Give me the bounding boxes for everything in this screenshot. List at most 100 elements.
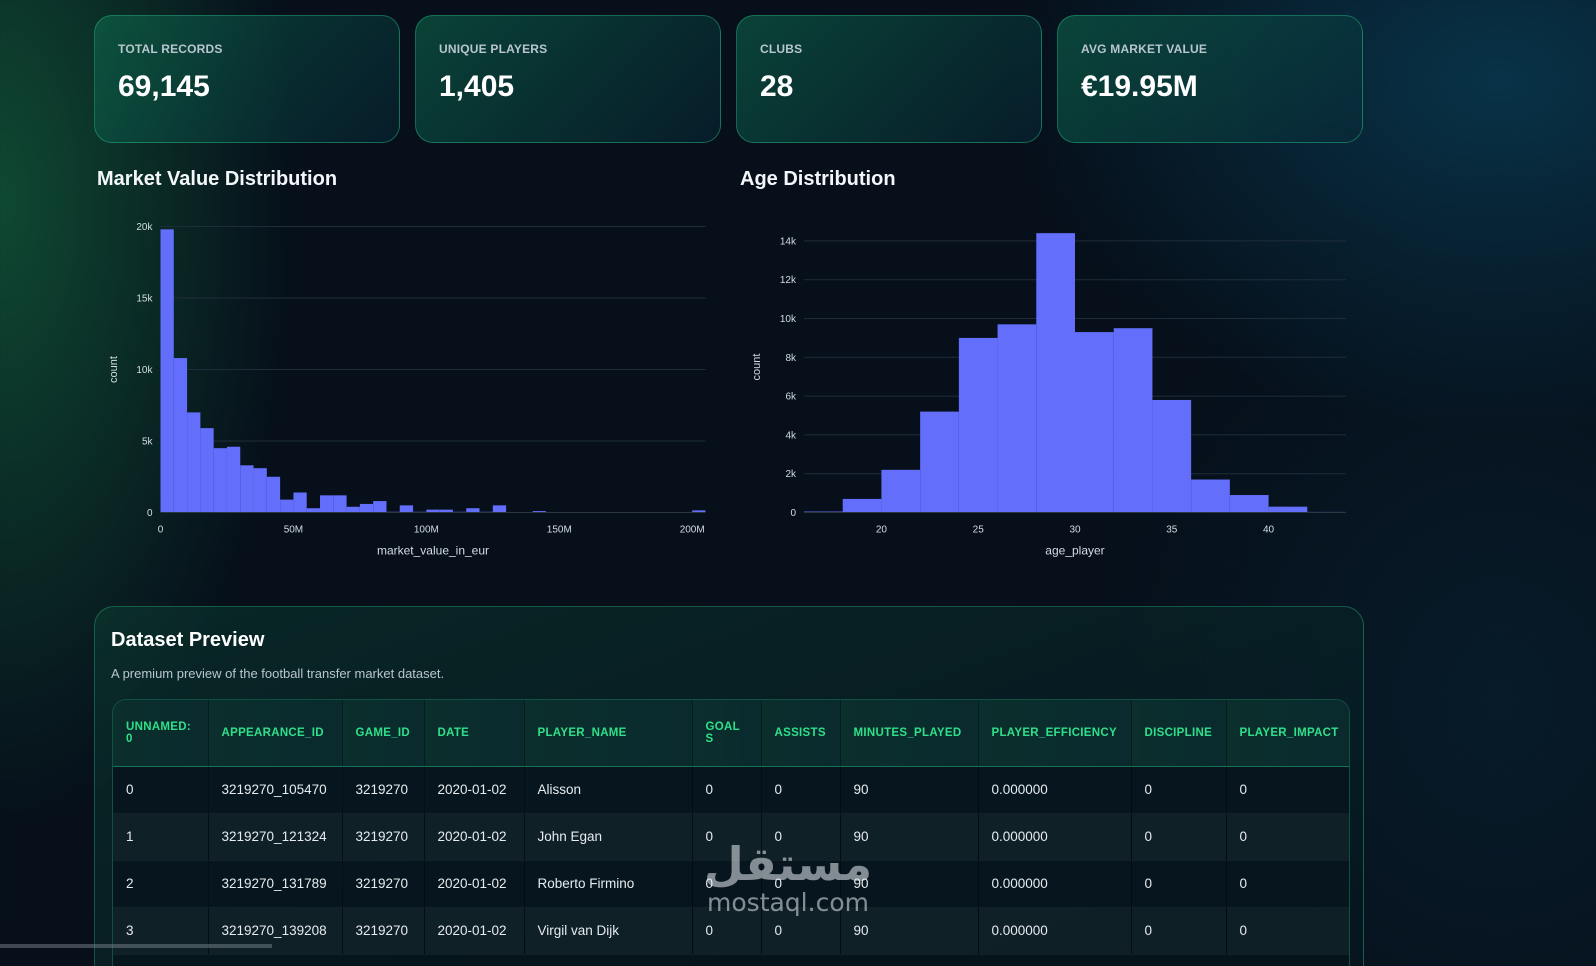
y-tick-label: 4k [785, 430, 797, 441]
table-cell: 0 [692, 860, 762, 908]
table-cell: 0 [1226, 766, 1349, 814]
table-cell: 0 [1226, 860, 1349, 908]
table-cell: 0 [761, 907, 841, 955]
x-tick-label: 100M [414, 525, 439, 536]
kpi-label: UNIQUE PLAYERS [439, 42, 548, 56]
table-cell: 3219270 [342, 766, 425, 814]
histogram-bar [213, 448, 227, 513]
y-tick-label: 10k [136, 365, 153, 376]
table-cell: 0 [761, 766, 841, 814]
y-tick-label: 15k [136, 294, 153, 305]
histogram-bar [373, 501, 387, 513]
column-header[interactable]: PLAYER_IMPACT [1226, 700, 1349, 767]
histogram-bar [532, 511, 546, 513]
table-cell: 3219270 [342, 860, 425, 908]
table-cell: 0.000000 [978, 860, 1132, 908]
column-header[interactable]: GAME_ID [342, 700, 425, 767]
histogram-bar [253, 468, 267, 513]
histogram-bar [1075, 332, 1114, 513]
histogram-bar [359, 503, 374, 513]
table-header-row: UNNAMED: 0 APPEARANCE_ID GAME_ID DATE PL… [113, 700, 1349, 767]
histogram-bar [1113, 328, 1153, 513]
kpi-card-clubs: CLUBS 28 [736, 15, 1042, 143]
histogram-bar [426, 509, 440, 513]
histogram-bar [280, 499, 294, 513]
histogram-bar [306, 508, 321, 513]
table-cell: Roberto Firmino [524, 860, 693, 908]
kpi-value: 1,405 [439, 70, 515, 103]
x-axis-title: market_value_in_eur [377, 544, 489, 558]
table-cell: 0 [761, 813, 841, 861]
x-axis-title: age_player [1045, 544, 1104, 558]
column-header[interactable]: MINUTES_PLAYED [840, 700, 979, 767]
histogram-bar [1268, 506, 1308, 513]
column-header[interactable]: UNNAMED: 0 [113, 700, 209, 767]
watermark-latin: mostaql.com [707, 888, 869, 917]
horizontal-scrollbar[interactable] [0, 944, 272, 948]
histogram-bar [439, 509, 453, 513]
column-header[interactable]: PLAYER_EFFICIENCY [978, 700, 1132, 767]
column-header[interactable]: DATE [424, 700, 525, 767]
histogram-bar [346, 506, 360, 513]
age-histogram[interactable]: 0 2k 4k 6k 8k 10k 12k 14k 20 25 30 35 40 age_player co… [720, 0, 1380, 570]
histogram-bar [1152, 399, 1192, 513]
histogram-bar [692, 510, 706, 513]
histogram-bar [160, 229, 174, 513]
table-cell: 0 [1131, 813, 1227, 861]
table-cell: 1 [113, 813, 209, 861]
x-tick-label: 150M [547, 525, 572, 536]
histogram-bar [266, 476, 281, 513]
x-tick-label: 200M [680, 525, 705, 536]
histogram-bar [492, 505, 507, 513]
y-tick-label: 8k [785, 353, 797, 364]
table-cell: 0 [1131, 860, 1227, 908]
age-chart-title: Age Distribution [740, 168, 896, 190]
column-header[interactable]: PLAYER_NAME [524, 700, 693, 767]
histogram-bar [881, 469, 921, 513]
x-tick-label: 25 [973, 525, 985, 536]
market-value-histogram[interactable]: 0 5k 10k 15k 20k 0 50M 100M 150M 200M market_value… [0, 0, 720, 570]
table-cell: 2020-01-02 [424, 907, 525, 955]
preview-table: UNNAMED: 0 APPEARANCE_ID GAME_ID DATE PL… [113, 700, 1349, 955]
x-tick-label: 35 [1166, 525, 1178, 536]
table-cell: 3219270 [342, 907, 425, 955]
table-row: 0 3219270_105470 3219270 2020-01-02 Alis… [113, 766, 1349, 814]
table-cell: 0 [1226, 907, 1349, 955]
y-tick-label: 0 [147, 508, 153, 519]
kpi-card-unique-players: UNIQUE PLAYERS 1,405 [415, 15, 721, 143]
table-cell: 0.000000 [978, 813, 1132, 861]
column-header[interactable]: DISCIPLINE [1131, 700, 1227, 767]
y-tick-label: 20k [136, 222, 153, 233]
histogram-bar [173, 358, 188, 513]
table-cell: 0 [692, 813, 762, 861]
table-cell: 0.000000 [978, 766, 1132, 814]
x-tick-label: 20 [876, 525, 888, 536]
y-tick-label: 12k [780, 275, 797, 286]
preview-subtitle: A premium preview of the football transf… [111, 666, 445, 681]
table-cell: 90 [840, 813, 979, 861]
histogram-bar [200, 428, 214, 513]
preview-table-container[interactable]: UNNAMED: 0 APPEARANCE_ID GAME_ID DATE PL… [112, 699, 1350, 966]
column-header[interactable]: APPEARANCE_ID [208, 700, 343, 767]
x-tick-label: 50M [284, 525, 303, 536]
histogram-bar [187, 412, 201, 513]
table-cell: 0 [1131, 766, 1227, 814]
watermark-arabic: مستقل [703, 837, 873, 891]
kpi-card-total-records: TOTAL RECORDS 69,145 [94, 15, 400, 143]
table-cell: 0 [761, 860, 841, 908]
table-cell: 3219270_131789 [208, 860, 343, 908]
kpi-value: 69,145 [118, 70, 210, 103]
column-header[interactable]: ASSISTS [761, 700, 841, 767]
table-cell: 0 [1131, 907, 1227, 955]
table-cell: 90 [840, 907, 979, 955]
column-header[interactable]: GOALS [692, 700, 762, 767]
histogram-bar [920, 411, 959, 513]
kpi-label: CLUBS [760, 42, 803, 56]
table-cell: 0 [1226, 813, 1349, 861]
y-tick-label: 6k [785, 392, 797, 403]
table-cell: Alisson [524, 766, 693, 814]
histogram-bar [997, 324, 1037, 513]
table-cell: 0 [692, 766, 762, 814]
table-cell: 2 [113, 860, 209, 908]
table-cell: 90 [840, 860, 979, 908]
